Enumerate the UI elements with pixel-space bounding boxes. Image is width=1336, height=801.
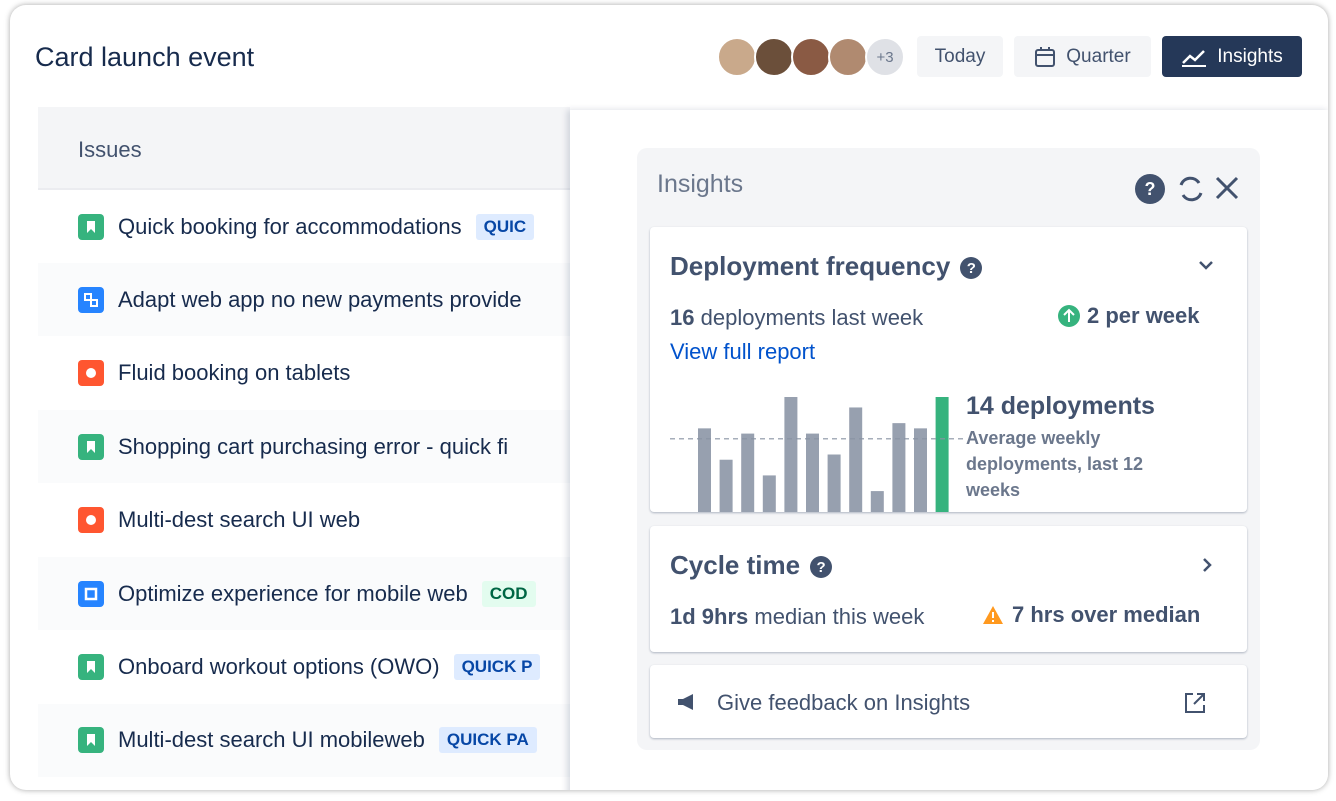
bar (741, 433, 755, 512)
issue-icon (78, 727, 104, 754)
cycle-card: Cycle time? 1d 9hrs median this week 7 h… (650, 526, 1247, 652)
issue-row[interactable]: Adapt web app no new payments provide (38, 263, 570, 337)
avatar[interactable] (828, 37, 868, 77)
median-value: 1d 9hrs (670, 604, 749, 629)
megaphone-icon (678, 694, 693, 710)
panel-actions: ? (1135, 174, 1239, 204)
issue-title: Shopping cart purchasing error - quick f… (118, 433, 509, 459)
bar (698, 428, 711, 512)
feedback-text: Give feedback on Insights (717, 690, 971, 715)
warning-text: 7 hrs over median (1012, 602, 1201, 627)
bar (914, 428, 927, 512)
deploy-chart (670, 397, 964, 512)
issue-icon (78, 507, 104, 534)
bar (784, 397, 798, 512)
issue-tag: QUICK P (453, 653, 541, 680)
median: 1d 9hrs median this week (670, 604, 924, 630)
average-title: 14 deployments (966, 392, 1155, 420)
issue-tag: QUICK PA (438, 727, 537, 754)
warning: 7 hrs over median (982, 602, 1200, 628)
issue-icon (78, 286, 104, 313)
issue-row[interactable]: Quick booking for accommodations QUIC (38, 190, 570, 263)
issue-icon (78, 360, 104, 387)
title-text: Deployment frequency (670, 251, 951, 281)
trend-text: 2 per week (1087, 303, 1200, 328)
issue-title: Optimize experience for mobile web (118, 580, 468, 606)
issue-icon (78, 213, 104, 240)
avatar[interactable] (754, 37, 794, 77)
issue-title: Multi-dest search UI mobileweb (118, 727, 425, 753)
issue-row[interactable]: Fluid booking on tablets (38, 336, 570, 410)
help-icon[interactable] (1135, 174, 1165, 204)
report-link[interactable]: View full report (670, 339, 816, 364)
count: 16 (670, 305, 695, 330)
issue-title: Quick booking for accommodations (118, 213, 462, 239)
bar (849, 407, 863, 512)
expand-icon[interactable] (1198, 259, 1214, 271)
refresh-icon[interactable] (1179, 176, 1203, 202)
quarter-button[interactable]: Quarter (1014, 36, 1151, 77)
chart-icon (1182, 49, 1207, 67)
button-label: Today (934, 45, 986, 67)
count-text: deployments last week (700, 305, 924, 330)
issue-row[interactable]: Multi-dest search UI web (38, 483, 570, 557)
issue-title: Adapt web app no new payments provide (118, 286, 522, 312)
issue-title: Multi-dest search UI web (118, 507, 361, 533)
avatar[interactable] (717, 37, 757, 77)
bar (827, 454, 841, 512)
issue-row[interactable]: Onboard workout options (OWO) QUICK P (38, 630, 570, 704)
trend: 2 per week (1058, 303, 1200, 329)
issue-title: Onboard workout options (OWO) (118, 653, 440, 679)
issue-row[interactable]: Multi-dest search UI mobileweb QUICK PA (38, 703, 570, 777)
issue-icon (78, 580, 104, 607)
insights-button[interactable]: Insights (1162, 36, 1302, 77)
feedback-card[interactable]: Give feedback on Insights (650, 665, 1247, 738)
bar (719, 459, 733, 512)
card-title: Deployment frequency? (670, 251, 983, 282)
svg-text:?: ? (1145, 179, 1156, 199)
average-text: Average weekly deployments, last 12 week… (966, 428, 1144, 500)
deploy-count: 16 deployments last week (670, 305, 923, 331)
deployment-card: Deployment frequency? 16 deployments las… (650, 227, 1247, 512)
avatar[interactable] (791, 37, 831, 77)
open-icon[interactable] (1201, 557, 1213, 573)
button-label: Quarter (1066, 45, 1131, 67)
issue-tag: QUIC (475, 213, 535, 240)
close-icon[interactable] (1215, 176, 1239, 200)
avatar-more[interactable]: +3 (865, 37, 905, 77)
calendar-icon (1035, 46, 1056, 67)
page-title: Card launch event (35, 42, 255, 72)
bar (870, 491, 884, 512)
today-button[interactable]: Today (917, 36, 1003, 77)
card-title: Cycle time? (670, 550, 833, 581)
issue-title: Fluid booking on tablets (118, 360, 351, 386)
issue-row[interactable]: Shopping cart purchasing error - quick f… (38, 410, 570, 484)
button-label: Insights (1217, 45, 1283, 67)
window: Card launch event +3 Today Quarter Insig… (10, 5, 1328, 790)
bar (762, 475, 776, 512)
issues-header: Issues (38, 107, 570, 190)
bar (935, 397, 949, 512)
external-icon (1185, 693, 1205, 713)
issue-tag: COD (481, 580, 536, 607)
issue-icon (78, 433, 104, 460)
title-text: Cycle time (670, 550, 801, 580)
issue-row[interactable]: Optimize experience for mobile web COD (38, 557, 570, 630)
median-text: median this week (754, 604, 925, 629)
bar (806, 433, 819, 512)
bar (892, 423, 906, 512)
issues-heading: Issues (78, 137, 142, 162)
insights-title: Insights (657, 170, 744, 198)
issue-icon (78, 653, 104, 680)
